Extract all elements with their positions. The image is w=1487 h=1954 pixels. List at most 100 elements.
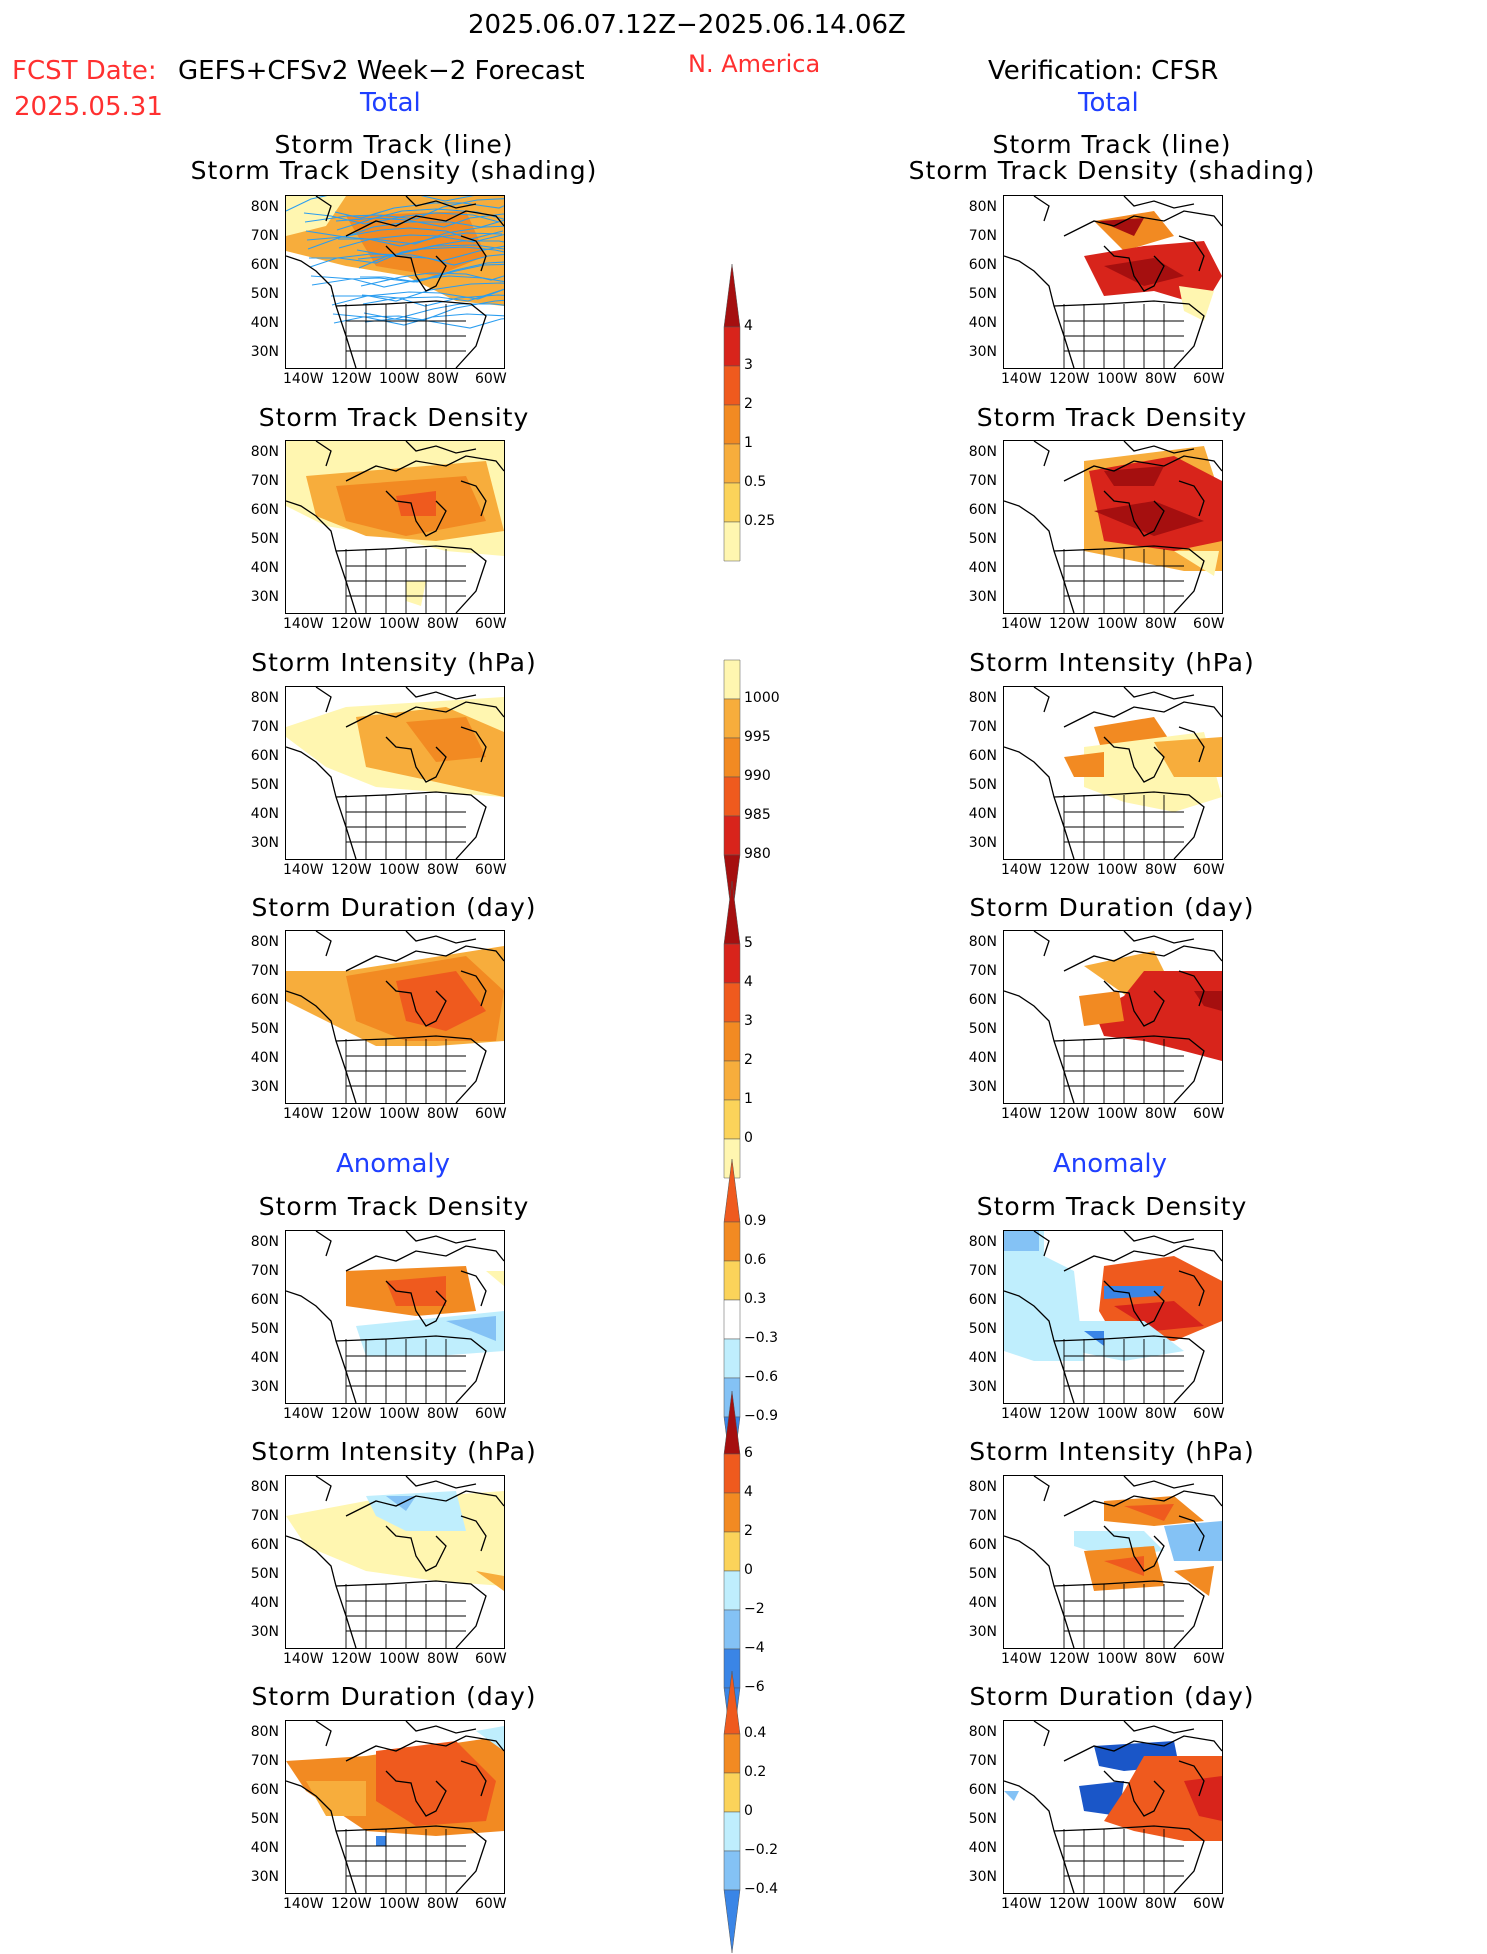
colorbar-segment xyxy=(723,1492,741,1533)
coastline xyxy=(1004,196,1222,368)
storm-track-line xyxy=(304,198,504,223)
colorbar-label: 4 xyxy=(744,974,753,990)
lon-tick-label: 120W xyxy=(331,1406,372,1422)
shading-region xyxy=(1004,1231,1084,1361)
lat-tick-label: 30N xyxy=(968,1869,997,1885)
lat-tick-label: 40N xyxy=(250,560,279,576)
lon-tick-label: 80W xyxy=(427,1651,459,1667)
lat-tick-label: 80N xyxy=(968,690,997,706)
lat-tick-label: 60N xyxy=(250,748,279,764)
lat-tick-label: 60N xyxy=(250,1537,279,1553)
lon-tick-label: 100W xyxy=(379,862,420,878)
colorbar-segment xyxy=(723,482,741,523)
lat-tick-label: 30N xyxy=(968,1379,997,1395)
lat-tick-label: 80N xyxy=(250,690,279,706)
coastline xyxy=(286,1231,504,1403)
colorbar-segment xyxy=(723,1338,741,1379)
map-left-row5-plot xyxy=(286,1231,504,1403)
lat-tick-label: 60N xyxy=(250,257,279,273)
forecast-period: 2025.06.07.12Z−2025.06.14.06Z xyxy=(468,10,906,40)
shading-region xyxy=(1004,1791,1019,1801)
lon-tick-label: 120W xyxy=(1049,371,1090,387)
lat-tick-label: 50N xyxy=(250,1021,279,1037)
lat-tick-label: 70N xyxy=(250,228,279,244)
panel-title-right: Storm Intensity (hPa) xyxy=(969,1437,1255,1466)
lon-tick-label: 140W xyxy=(283,862,324,878)
shading-region xyxy=(1104,1556,1144,1576)
state-borders xyxy=(345,304,466,368)
shading-region xyxy=(1099,218,1144,236)
coastline xyxy=(1004,1476,1222,1648)
lat-tick-label: 70N xyxy=(968,228,997,244)
state-borders xyxy=(345,1584,466,1648)
lon-tick-label: 140W xyxy=(283,1651,324,1667)
colorbar-segment xyxy=(723,1733,741,1774)
colorbar-label: 1 xyxy=(744,435,753,451)
shading-region xyxy=(1004,1231,1039,1251)
colorbar-label: 4 xyxy=(744,1484,753,1500)
shading-region xyxy=(1154,737,1222,777)
shading-region xyxy=(1104,258,1184,286)
map-right-row3 xyxy=(1003,686,1223,860)
colorbar-duration-total xyxy=(723,880,741,1179)
colorbar-label: 990 xyxy=(744,768,771,784)
coastline xyxy=(1004,1721,1222,1893)
panel-title-right: Storm Duration (day) xyxy=(969,893,1255,922)
colorbar-label: −0.2 xyxy=(744,1842,778,1858)
fcst-date-label: FCST Date: xyxy=(12,56,157,86)
lon-tick-label: 60W xyxy=(1193,1106,1225,1122)
shading-region xyxy=(1104,466,1164,486)
shading-region xyxy=(386,1276,446,1306)
shading-region xyxy=(1179,286,1214,321)
map-left-row4 xyxy=(285,930,505,1104)
lat-tick-label: 40N xyxy=(968,315,997,331)
panel-title-right: Storm Track Density (shading) xyxy=(908,156,1316,185)
colorbar-segment xyxy=(723,943,741,984)
shading-region xyxy=(376,1836,386,1846)
shading-region xyxy=(1094,501,1204,536)
colorbar-segment xyxy=(723,698,741,739)
colorbar-label: 0.5 xyxy=(744,474,767,490)
lon-tick-label: 100W xyxy=(379,1106,420,1122)
state-borders xyxy=(345,549,466,613)
colorbar-segment xyxy=(723,1390,741,1455)
lat-tick-label: 60N xyxy=(250,1782,279,1798)
colorbar-segment xyxy=(723,1772,741,1813)
colorbar-segment xyxy=(723,1060,741,1101)
lon-tick-label: 140W xyxy=(1001,371,1042,387)
lat-tick-label: 60N xyxy=(968,1537,997,1553)
lon-tick-label: 140W xyxy=(283,1106,324,1122)
lon-tick-label: 120W xyxy=(331,1651,372,1667)
lat-tick-label: 60N xyxy=(968,1292,997,1308)
coastline xyxy=(286,1476,504,1648)
lat-tick-label: 80N xyxy=(250,1724,279,1740)
lat-tick-label: 40N xyxy=(968,1050,997,1066)
storm-track-line xyxy=(360,263,504,283)
colorbar-segment xyxy=(723,1138,741,1179)
panel-title-left: Storm Duration (day) xyxy=(251,1682,537,1711)
lat-tick-label: 80N xyxy=(250,444,279,460)
colorbar-label: −4 xyxy=(744,1640,765,1656)
storm-track-line xyxy=(360,272,504,287)
shading-region xyxy=(366,1491,466,1531)
lat-tick-label: 50N xyxy=(250,777,279,793)
lat-tick-label: 50N xyxy=(968,777,997,793)
lon-tick-label: 140W xyxy=(283,1896,324,1912)
state-borders xyxy=(1063,1829,1184,1893)
colorbar-segment xyxy=(723,263,741,328)
colorbar-label: 980 xyxy=(744,846,771,862)
shading-region xyxy=(1079,991,1124,1026)
lat-tick-label: 80N xyxy=(968,199,997,215)
colorbar-label: 0.4 xyxy=(744,1725,767,1741)
colorbar-label: 0.25 xyxy=(744,513,776,529)
lat-tick-label: 70N xyxy=(250,719,279,735)
lat-tick-label: 80N xyxy=(250,934,279,950)
map-right-row3-plot xyxy=(1004,687,1222,859)
colorbar-label: 4 xyxy=(744,318,753,334)
lat-tick-label: 60N xyxy=(250,992,279,1008)
lat-tick-label: 40N xyxy=(968,1350,997,1366)
verification-label: Verification: CFSR xyxy=(988,56,1219,86)
map-right-row7-plot xyxy=(1004,1721,1222,1893)
lat-tick-label: 60N xyxy=(968,1782,997,1798)
colorbar-label: 2 xyxy=(744,1052,753,1068)
